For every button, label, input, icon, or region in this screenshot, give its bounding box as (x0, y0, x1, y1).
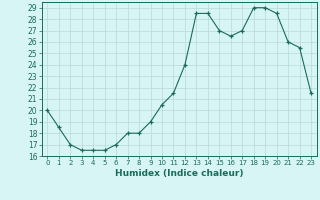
X-axis label: Humidex (Indice chaleur): Humidex (Indice chaleur) (115, 169, 244, 178)
